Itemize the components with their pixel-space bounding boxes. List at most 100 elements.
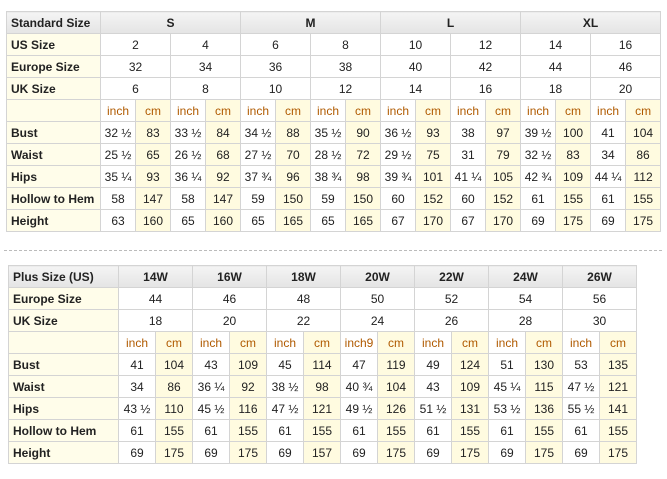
size-value: 12	[450, 33, 522, 56]
measure-value: 104	[625, 121, 662, 144]
measure-value: 141	[599, 397, 637, 420]
measure-row: Hollow to Hem 58 147 58 147 59 150 59 150 60 152 60…	[6, 187, 662, 210]
unit-label: inch	[240, 99, 277, 122]
measure-value: 90	[345, 121, 382, 144]
row-label: Hollow to Hem	[8, 419, 119, 442]
measure-value: 79	[485, 143, 522, 166]
measure-value: 69	[414, 441, 452, 464]
measure-value: 27 ½	[240, 143, 277, 166]
measure-value: 69	[590, 209, 627, 232]
measure-value: 115	[525, 375, 563, 398]
measure-value: 26 ½	[170, 143, 206, 166]
size-value: 46	[590, 55, 662, 78]
measure-value: 69	[118, 441, 156, 464]
measure-value: 67	[380, 209, 417, 232]
measure-row: Height 63 160 65 160 65 165 65 165 67 170 67 170 69 17…	[6, 209, 662, 232]
measure-value: 39 ½	[520, 121, 557, 144]
measure-value: 69	[266, 441, 304, 464]
measure-value: 155	[155, 419, 193, 442]
unit-label: cm	[303, 331, 341, 354]
measure-value: 75	[415, 143, 452, 166]
measure-value: 44 ¼	[590, 165, 627, 188]
measure-value: 155	[555, 187, 592, 210]
table-title: Standard Size	[6, 11, 101, 34]
unit-label: cm	[555, 99, 592, 122]
measure-value: 61	[562, 419, 600, 442]
measure-value: 86	[155, 375, 193, 398]
measure-value: 25 ½	[100, 143, 136, 166]
unit-label: cm	[415, 99, 452, 122]
unit-label: inch	[590, 99, 627, 122]
size-value: 44	[520, 55, 592, 78]
measure-value: 63	[100, 209, 136, 232]
measure-value: 38 ½	[266, 375, 304, 398]
unit-label: cm	[451, 331, 489, 354]
row-label: Bust	[6, 121, 101, 144]
size-value: 4	[169, 33, 242, 56]
size-header: M	[240, 11, 382, 34]
measure-value: 69	[192, 441, 230, 464]
measure-value: 100	[555, 121, 592, 144]
measure-value: 131	[451, 397, 489, 420]
measure-value: 109	[229, 353, 267, 376]
measure-value: 65	[310, 209, 347, 232]
size-value: 18	[520, 77, 592, 100]
measure-value: 126	[377, 397, 415, 420]
measure-value: 38	[450, 121, 487, 144]
measure-value: 104	[377, 375, 415, 398]
measure-value: 98	[345, 165, 382, 188]
size-value: 46	[192, 287, 267, 310]
measure-value: 160	[204, 209, 242, 232]
measure-value: 40 ¾	[340, 375, 378, 398]
measure-value: 36 ½	[380, 121, 417, 144]
size-value: 48	[266, 287, 341, 310]
measure-value: 175	[555, 209, 592, 232]
unit-label: inch	[414, 331, 452, 354]
unit-label: cm	[135, 99, 171, 122]
measure-value: 65	[170, 209, 206, 232]
measure-value: 51 ½	[414, 397, 452, 420]
measure-value: 51	[488, 353, 526, 376]
unit-label: cm	[345, 99, 382, 122]
measure-value: 92	[229, 375, 267, 398]
measure-value: 61	[520, 187, 557, 210]
size-header: 14W	[118, 265, 193, 288]
header-row: Standard Size S M L XL	[6, 11, 662, 34]
size-value: 8	[169, 77, 242, 100]
measure-value: 155	[625, 187, 662, 210]
measure-value: 47 ½	[266, 397, 304, 420]
size-value: 18	[118, 309, 193, 332]
unit-label: cm	[155, 331, 193, 354]
measure-value: 93	[415, 121, 452, 144]
measure-value: 121	[303, 397, 341, 420]
size-value: 42	[450, 55, 522, 78]
size-value: 10	[380, 33, 452, 56]
unit-row: inch cm inch cm inch cm inch cm inch cm inch cm inch…	[6, 99, 662, 122]
row-label: Europe Size	[8, 287, 119, 310]
measure-value: 38 ¾	[310, 165, 347, 188]
measure-value: 150	[275, 187, 312, 210]
measure-value: 41	[590, 121, 627, 144]
measure-value: 150	[345, 187, 382, 210]
size-value: 12	[310, 77, 382, 100]
unit-label: cm	[485, 99, 522, 122]
size-value: 40	[380, 55, 452, 78]
size-value: 28	[488, 309, 563, 332]
measure-value: 45 ½	[192, 397, 230, 420]
measure-value: 33 ½	[170, 121, 206, 144]
measure-value: 114	[303, 353, 341, 376]
measure-value: 34	[118, 375, 156, 398]
unit-label: cm	[275, 99, 312, 122]
unit-label: inch	[488, 331, 526, 354]
measure-value: 119	[377, 353, 415, 376]
measure-value: 69	[562, 441, 600, 464]
size-header: L	[380, 11, 522, 34]
measure-row: Waist 25 ½ 65 26 ½ 68 27 ½ 70 28 ½ 72 29 ½ 75 31 79 3…	[6, 143, 662, 166]
size-value: 16	[450, 77, 522, 100]
measure-value: 29 ½	[380, 143, 417, 166]
size-value: 14	[380, 77, 452, 100]
size-value: 6	[100, 77, 171, 100]
measure-value: 67	[450, 209, 487, 232]
measure-value: 105	[485, 165, 522, 188]
